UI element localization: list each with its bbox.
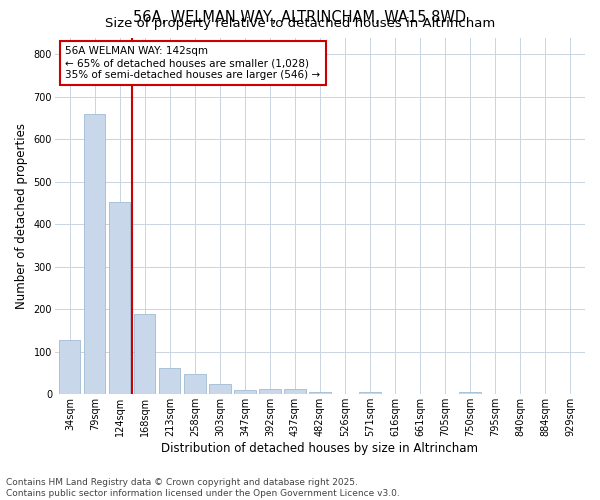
Bar — [134, 314, 155, 394]
Y-axis label: Number of detached properties: Number of detached properties — [15, 123, 28, 309]
Bar — [284, 389, 305, 394]
Bar — [159, 368, 181, 394]
Bar — [259, 389, 281, 394]
Bar — [460, 392, 481, 394]
Text: Size of property relative to detached houses in Altrincham: Size of property relative to detached ho… — [105, 18, 495, 30]
Bar — [234, 390, 256, 394]
Bar — [59, 340, 80, 394]
Bar — [109, 202, 130, 394]
Bar — [209, 384, 230, 394]
Bar — [359, 392, 380, 394]
Bar — [84, 114, 106, 394]
X-axis label: Distribution of detached houses by size in Altrincham: Distribution of detached houses by size … — [161, 442, 478, 455]
Text: Contains HM Land Registry data © Crown copyright and database right 2025.
Contai: Contains HM Land Registry data © Crown c… — [6, 478, 400, 498]
Bar — [309, 392, 331, 394]
Text: 56A, WELMAN WAY, ALTRINCHAM, WA15 8WD: 56A, WELMAN WAY, ALTRINCHAM, WA15 8WD — [133, 10, 467, 25]
Bar — [184, 374, 206, 394]
Text: 56A WELMAN WAY: 142sqm
← 65% of detached houses are smaller (1,028)
35% of semi-: 56A WELMAN WAY: 142sqm ← 65% of detached… — [65, 46, 320, 80]
